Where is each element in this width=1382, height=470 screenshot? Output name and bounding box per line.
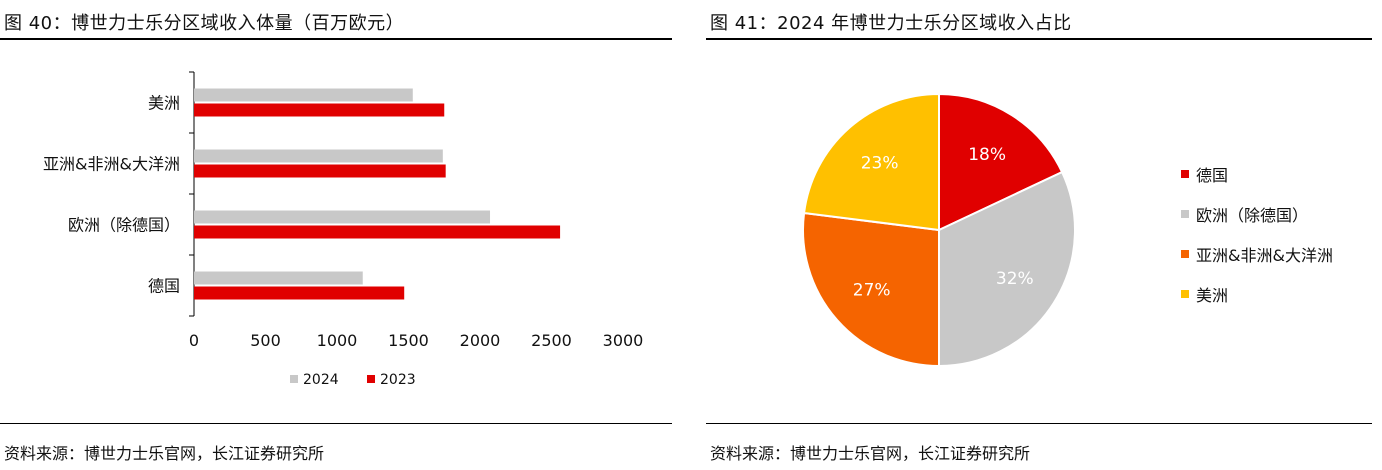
slice-value-label: 18% — [968, 145, 1006, 165]
x-tick-label: 2000 — [460, 331, 501, 350]
pie-chart-title: 图 41：2024 年博世力士乐分区域收入占比 — [710, 13, 1072, 34]
pie-slice — [802, 211, 940, 368]
bar-2023 — [194, 164, 446, 178]
legend-label: 美洲 — [1196, 286, 1228, 305]
bar-2024 — [194, 149, 443, 163]
x-tick-label: 3000 — [603, 331, 644, 350]
slice-value-label: 27% — [853, 280, 891, 300]
legend-label-2023: 2023 — [380, 372, 416, 388]
title-rule — [0, 38, 672, 40]
category-label: 德国 — [148, 277, 180, 296]
bar-2023 — [194, 103, 445, 117]
pie-slice — [938, 92, 1064, 232]
category-label: 美洲 — [148, 94, 180, 113]
legend-swatch-2023 — [367, 375, 375, 383]
right-figure-panel: 图 41：2024 年博世力士乐分区域收入占比 18% 32% 27% 23% 德国欧洲… — [706, 0, 1382, 470]
bar-2023 — [194, 225, 561, 239]
pie-chart-source: 资料来源：博世力士乐官网，长江证券研究所 — [710, 444, 1031, 463]
title-rule — [706, 38, 1372, 40]
legend-label: 欧洲（除德国） — [1196, 206, 1308, 225]
pie-slice — [802, 92, 940, 232]
bar-chart-title: 图 40：博世力士乐分区域收入体量（百万欧元） — [4, 13, 405, 34]
x-tick-label: 0 — [189, 331, 199, 350]
legend-swatch — [1181, 290, 1189, 298]
bar-2024 — [194, 210, 491, 224]
bar-2023 — [194, 286, 405, 300]
x-tick-label: 2500 — [531, 331, 572, 350]
legend-label: 德国 — [1196, 166, 1228, 185]
source-rule — [706, 423, 1372, 424]
slice-value-label: 23% — [861, 154, 899, 174]
source-rule — [0, 423, 672, 424]
pie-slice — [938, 170, 1076, 368]
x-tick-label: 1500 — [388, 331, 429, 350]
legend-label: 亚洲&非洲&大洋洲 — [1196, 246, 1333, 265]
x-tick-label: 1000 — [317, 331, 358, 350]
legend-label-2024: 2024 — [303, 372, 339, 388]
left-figure-panel: 图 40：博世力士乐分区域收入体量（百万欧元） 美洲亚洲&非洲&大洋洲欧洲（除德… — [0, 0, 675, 470]
bar-2024 — [194, 88, 413, 102]
legend-swatch — [1181, 170, 1189, 178]
category-label: 欧洲（除德国） — [68, 216, 180, 235]
bar-2024 — [194, 271, 363, 285]
legend-swatch — [1181, 250, 1189, 258]
bar-chart-source: 资料来源：博世力士乐官网，长江证券研究所 — [4, 444, 325, 463]
slice-value-label: 32% — [996, 269, 1034, 289]
legend-swatch-2024 — [290, 375, 298, 383]
x-tick-label: 500 — [250, 331, 281, 350]
legend-swatch — [1181, 210, 1189, 218]
category-label: 亚洲&非洲&大洋洲 — [43, 155, 180, 174]
